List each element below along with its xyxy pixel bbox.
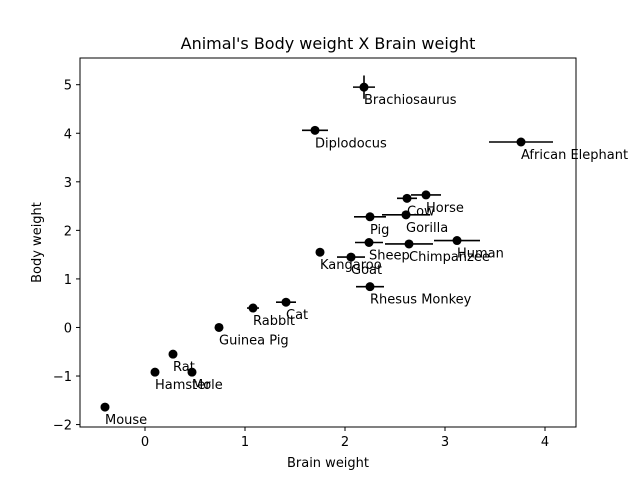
y-tick-label: 0 xyxy=(64,321,72,336)
data-point-brachiosaurus: Brachiosaurus xyxy=(353,75,457,108)
point-marker xyxy=(168,349,178,359)
plot-marks: Brachiosaurus Diplodocus African Elephant H… xyxy=(100,75,628,428)
data-point-human: Human xyxy=(434,236,504,262)
point-label: Hamster xyxy=(155,378,211,393)
data-point-guinea-pig: Guinea Pig xyxy=(214,322,289,348)
point-label: Diplodocus xyxy=(315,136,387,151)
data-point-cat: Cat xyxy=(276,297,308,323)
x-axis-label: Brain weight xyxy=(287,456,369,471)
data-point-chimpanzee: Chimpanzee xyxy=(385,239,490,265)
y-tick-label: 1 xyxy=(64,273,72,288)
point-marker xyxy=(452,236,462,246)
point-marker xyxy=(402,193,412,203)
data-point-goat: Goat xyxy=(337,252,382,278)
point-marker xyxy=(365,282,375,292)
point-label: Pig xyxy=(370,223,389,238)
data-point-sheep: Sheep xyxy=(355,238,410,264)
y-axis-label: Body weight xyxy=(30,202,45,283)
x-axis-ticks: 0 1 2 3 4 xyxy=(141,427,549,450)
point-label: Cat xyxy=(286,308,308,323)
point-label: Sheep xyxy=(369,249,410,264)
point-marker xyxy=(150,367,160,377)
data-point-gorilla: Gorilla xyxy=(382,210,448,236)
y-tick-label: 3 xyxy=(64,176,72,191)
point-label: Mouse xyxy=(105,413,147,428)
data-point-mole: Mole xyxy=(187,367,223,393)
data-point-rhesus-monkey: Rhesus Monkey xyxy=(356,282,472,308)
point-label: Goat xyxy=(351,263,382,278)
y-axis-ticks: −2 −1 0 1 2 3 4 5 xyxy=(53,79,80,434)
y-tick-label: −1 xyxy=(53,370,72,385)
point-marker xyxy=(315,247,325,257)
point-marker xyxy=(364,238,374,247)
data-point-rabbit: Rabbit xyxy=(247,303,295,329)
plot-frame xyxy=(79,57,577,428)
y-tick-label: 2 xyxy=(64,224,72,239)
data-point-horse: Horse xyxy=(411,190,464,216)
point-marker xyxy=(310,125,320,135)
point-label: Horse xyxy=(426,201,464,216)
point-marker xyxy=(401,210,411,220)
data-point-hamster: Hamster xyxy=(150,367,211,393)
data-point-african-elephant: African Elephant xyxy=(489,137,628,163)
point-label: African Elephant xyxy=(521,148,628,163)
data-point-kangaroo: Kangaroo xyxy=(315,247,382,273)
point-marker xyxy=(516,137,526,147)
y-tick-label: −2 xyxy=(53,419,72,434)
x-tick-label: 1 xyxy=(241,435,249,450)
point-label: Brachiosaurus xyxy=(364,93,457,108)
point-marker xyxy=(404,239,414,249)
y-tick-label: 4 xyxy=(64,127,72,142)
point-label: Kangaroo xyxy=(320,258,382,273)
point-label: Gorilla xyxy=(406,221,448,236)
point-label: Chimpanzee xyxy=(409,250,490,265)
data-point-mouse: Mouse xyxy=(100,402,147,428)
point-marker xyxy=(421,190,431,200)
x-tick-label: 3 xyxy=(441,435,449,450)
point-marker xyxy=(187,367,197,377)
point-label: Mole xyxy=(192,378,223,393)
data-point-diplodocus: Diplodocus xyxy=(302,125,387,151)
point-marker xyxy=(281,297,291,307)
point-marker xyxy=(346,252,356,262)
x-tick-label: 2 xyxy=(341,435,349,450)
point-label: Rabbit xyxy=(253,314,295,329)
data-point-pig: Pig xyxy=(354,212,389,238)
point-marker xyxy=(359,82,369,92)
point-marker xyxy=(248,303,258,313)
point-marker xyxy=(100,402,110,412)
x-tick-label: 4 xyxy=(541,435,549,450)
y-tick-label: 5 xyxy=(64,79,72,94)
point-label: Rhesus Monkey xyxy=(370,293,472,308)
point-label: Human xyxy=(457,247,504,262)
x-tick-label: 0 xyxy=(141,435,149,450)
point-marker xyxy=(214,322,224,332)
chart-title: Animal's Body weight X Brain weight xyxy=(181,34,476,53)
point-label: Guinea Pig xyxy=(219,333,289,348)
point-label: Cow xyxy=(407,204,435,219)
point-marker xyxy=(365,212,375,222)
